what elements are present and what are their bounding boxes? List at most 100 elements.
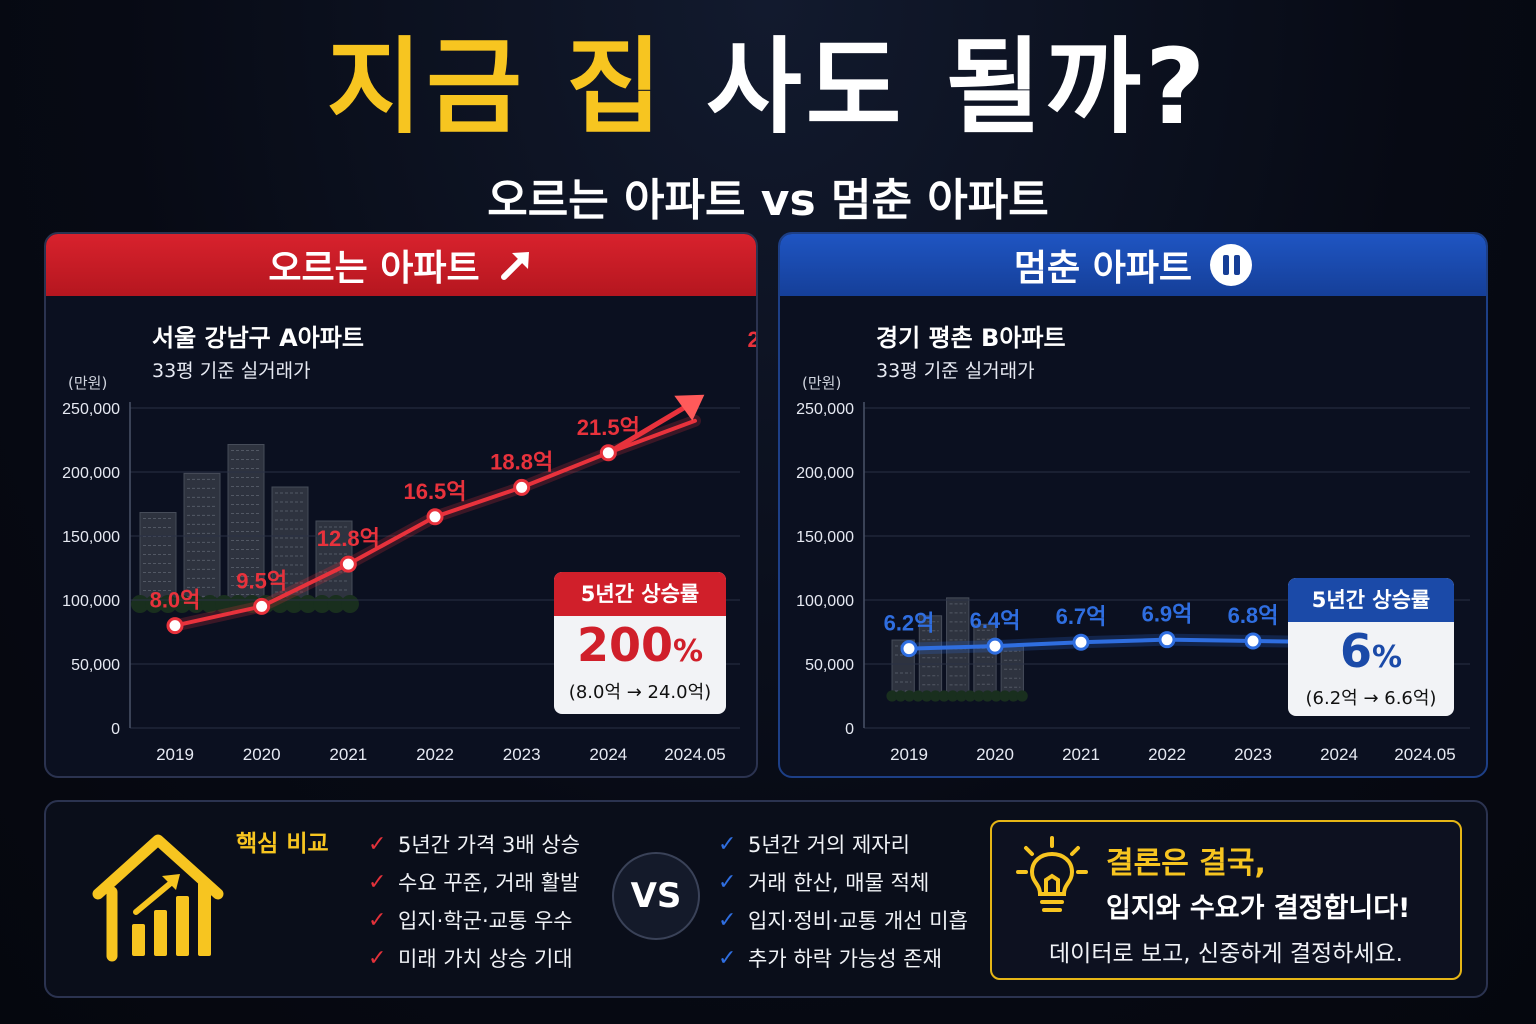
data-label: 21.5억 [577, 415, 640, 440]
lightbulb-icon [1016, 836, 1088, 912]
data-label: 24.0억 [747, 327, 758, 352]
y-tick-label: 250,000 [62, 401, 120, 418]
tree-shape [938, 690, 950, 702]
flat-panel-header: 멈춘 아파트 [780, 234, 1486, 296]
check-icon: ✓ [718, 908, 737, 933]
y-tick-label: 0 [845, 721, 854, 738]
y-tick-label: 0 [111, 721, 120, 738]
main-title: 지금 집 사도 될까? [0, 22, 1536, 152]
data-label: 6.8억 [1228, 603, 1279, 628]
check-icon: ✓ [718, 946, 737, 971]
y-tick-label: 250,000 [796, 401, 854, 418]
data-point [599, 444, 617, 462]
x-tick-label: 2019 [890, 745, 928, 764]
flat-rate-title: 5년간 상승률 [1288, 578, 1454, 622]
list-item: ✓ 미래 가치 상승 기대 [368, 940, 580, 978]
list-item: ✓ 추가 하락 가능성 존재 [718, 940, 968, 978]
x-tick-label: 2021 [329, 745, 367, 764]
tree-shape [947, 690, 959, 702]
x-tick-label: 2024.05 [664, 745, 725, 764]
y-tick-label: 200,000 [796, 465, 854, 482]
data-point [986, 637, 1004, 655]
check-icon: ✓ [718, 870, 737, 895]
rising-apt-name: 서울 강남구 A아파트 [152, 324, 364, 352]
data-label: 12.8억 [317, 526, 380, 551]
core-comparison-label: 핵심 비교 [236, 831, 329, 857]
y-tick-label: 100,000 [62, 593, 120, 610]
check-icon: ✓ [368, 832, 387, 857]
list-item: ✓ 거래 한산, 매물 적체 [718, 864, 968, 902]
conclusion-line1: 결론은 결국, [1106, 846, 1266, 881]
y-tick-label: 150,000 [796, 529, 854, 546]
y-tick-label: 200,000 [62, 465, 120, 482]
building-shape [183, 472, 221, 607]
flat-apartment-panel: 멈춘 아파트 0 50,000 100,000 150,000 200,000 250,0… [778, 232, 1488, 778]
trend-arrow-line [607, 400, 694, 455]
tree-shape [921, 690, 933, 702]
flat-apt-sub: 33평 기준 실거래가 [876, 360, 1035, 382]
list-item: ✓ 5년간 가격 3배 상승 [368, 826, 580, 864]
data-point [900, 640, 918, 658]
data-label: 6.7억 [1056, 604, 1107, 629]
tree-shape [955, 690, 968, 702]
data-label: 16.5억 [403, 479, 466, 504]
rising-y-unit: (만원) [68, 374, 108, 392]
data-point [426, 508, 444, 526]
y-tick-label: 50,000 [71, 657, 120, 674]
rising-panel-title: 오르는 아파트 [268, 248, 480, 289]
flat-points-list: ✓ 5년간 거의 제자리 ✓ 거래 한산, 매물 적체 ✓ 입지·정비·교통 개선 미… [718, 826, 968, 978]
list-item: ✓ 5년간 거의 제자리 [718, 826, 968, 864]
x-tick-label: 2023 [503, 745, 541, 764]
x-tick-label: 2024.05 [1394, 745, 1455, 764]
flat-rate-value: 6% [1339, 624, 1403, 678]
tree-shape [929, 690, 941, 702]
conclusion-box: 결론은 결국, 입지와 수요가 결정합니다! 데이터로 보고, 신중하게 결정하… [990, 820, 1462, 980]
flat-rate-box: 5년간 상승률 6% (6.2억 → 6.6억) [1288, 578, 1454, 716]
conclusion-line3: 데이터로 보고, 신중하게 결정하세요. [1049, 941, 1403, 967]
tree-shape [1007, 690, 1020, 702]
x-tick-label: 2021 [1062, 745, 1100, 764]
tree-shape [990, 690, 1002, 702]
data-label: 9.5억 [236, 568, 287, 593]
check-icon: ✓ [368, 870, 387, 895]
tree-shape [341, 595, 359, 613]
y-tick-label: 100,000 [796, 593, 854, 610]
rising-panel-header: 오르는 아파트 [46, 234, 756, 296]
rising-points-list: ✓ 5년간 가격 3배 상승 ✓ 수요 꾸준, 거래 활발 ✓ 입지·학군·교통 우수… [368, 826, 580, 978]
data-point [513, 478, 531, 496]
rising-price-chart: 0 50,000 100,000 150,000 200,000 250,000 2019 2… [62, 327, 758, 764]
data-point [1244, 632, 1262, 650]
rising-apartment-panel: 오르는 아파트 0 50,000 100,000 150,000 200,000 250,… [44, 232, 758, 778]
tree-shape [964, 690, 976, 702]
x-tick-label: 2024 [589, 745, 627, 764]
data-label: 18.8억 [490, 449, 553, 474]
title-part-highlight: 지금 집 [326, 26, 666, 148]
data-label: 6.2억 [884, 611, 935, 636]
data-label: 6.4억 [970, 608, 1021, 633]
trend-arrow-head [674, 394, 705, 421]
building-shape [1000, 644, 1024, 699]
subtitle: 오르는 아파트 vs 멈춘 아파트 [487, 175, 1049, 226]
x-tick-label: 2024 [1320, 745, 1358, 764]
flat-rate-note: (6.2억 → 6.6억) [1305, 688, 1437, 709]
conclusion-line2: 입지와 수요가 결정합니다! [1106, 893, 1411, 924]
tree-shape [912, 690, 924, 702]
tree-shape [886, 690, 898, 702]
y-tick-label: 50,000 [805, 657, 854, 674]
data-point [253, 597, 271, 615]
check-icon: ✓ [368, 908, 387, 933]
pause-icon [1210, 244, 1253, 286]
flat-panel-title: 멈춘 아파트 [1013, 248, 1193, 289]
list-item: ✓ 입지·학군·교통 우수 [368, 902, 580, 940]
rising-rate-note: (8.0억 → 24.0억) [568, 682, 712, 703]
rising-apt-sub: 33평 기준 실거래가 [152, 360, 311, 382]
list-item: ✓ 입지·정비·교통 개선 미흡 [718, 902, 968, 940]
comparison-section: 핵심 비교 ✓ 5년간 가격 3배 상승 ✓ 수요 꾸준, 거래 활발 ✓ 입지·학군… [44, 800, 1488, 998]
building-shape [973, 623, 997, 699]
tree-shape [903, 690, 915, 702]
tree-shape [981, 690, 994, 702]
rising-rate-value: 200% [576, 618, 704, 672]
check-icon: ✓ [718, 832, 737, 857]
tree-shape [1016, 690, 1028, 702]
data-label: 6.9억 [1142, 602, 1193, 627]
